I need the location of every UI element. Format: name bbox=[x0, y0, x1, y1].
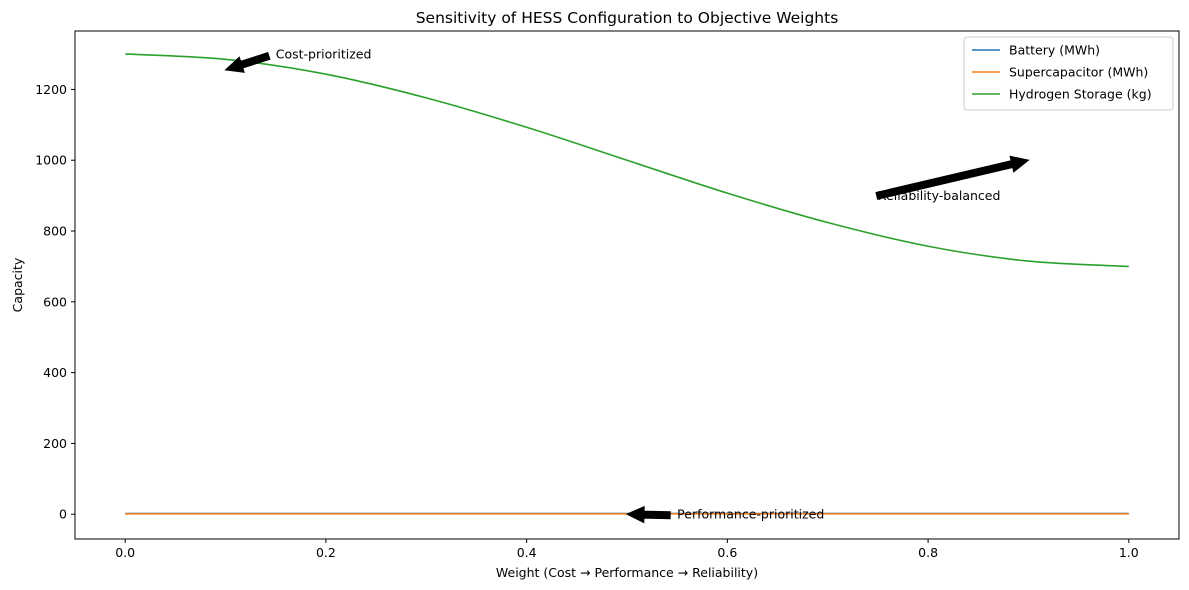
y-tick-label: 200 bbox=[43, 436, 67, 451]
y-tick-label: 400 bbox=[43, 365, 67, 380]
legend-box bbox=[963, 36, 1174, 111]
y-tick-label: 800 bbox=[43, 224, 67, 239]
x-tick-label: 0.4 bbox=[517, 545, 537, 560]
y-axis-label: Capacity bbox=[10, 257, 25, 312]
y-tick-label: 1200 bbox=[35, 82, 67, 97]
x-axis-label: Weight (Cost → Performance → Reliability… bbox=[496, 565, 758, 580]
x-tick-label: 1.0 bbox=[1119, 545, 1139, 560]
annotation-text: Cost-prioritized bbox=[276, 47, 372, 62]
annotation-arrow bbox=[875, 155, 1030, 200]
legend-label: Supercapacitor (MWh) bbox=[1009, 65, 1148, 80]
x-tick-label: 0.0 bbox=[115, 545, 135, 560]
legend-label: Hydrogen Storage (kg) bbox=[1009, 87, 1152, 102]
annotation-text: Performance-prioritized bbox=[677, 507, 824, 522]
chart-title: Sensitivity of HESS Configuration to Obj… bbox=[416, 9, 839, 27]
y-tick-label: 1000 bbox=[35, 153, 67, 168]
series-line-hydrogen-storage-kg bbox=[125, 53, 1129, 268]
legend: Battery (MWh) Supercapacitor (MWh) Hydroge… bbox=[963, 36, 1174, 111]
legend-label: Battery (MWh) bbox=[1009, 43, 1100, 58]
annotation-arrow bbox=[224, 51, 271, 73]
y-tick-label: 600 bbox=[43, 294, 67, 309]
annotation-arrow bbox=[625, 505, 671, 524]
plot-frame bbox=[74, 30, 1180, 540]
x-tick-label: 0.8 bbox=[918, 545, 938, 560]
x-tick-label: 0.2 bbox=[316, 545, 336, 560]
x-tick-label: 0.6 bbox=[717, 545, 737, 560]
y-tick-label: 0 bbox=[59, 507, 67, 522]
